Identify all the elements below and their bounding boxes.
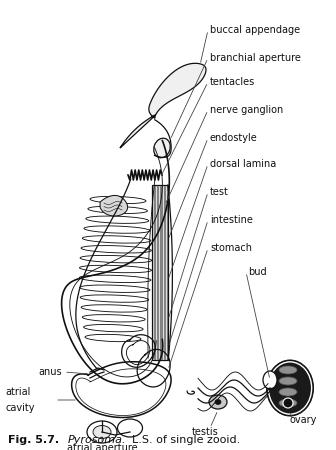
Text: cavity: cavity [5, 403, 35, 413]
Ellipse shape [84, 226, 150, 233]
Ellipse shape [80, 295, 149, 302]
Text: nerve ganglion: nerve ganglion [210, 105, 283, 115]
Polygon shape [120, 63, 206, 148]
Ellipse shape [88, 206, 148, 213]
Text: Fig. 5.7.: Fig. 5.7. [8, 435, 59, 445]
Ellipse shape [283, 398, 293, 408]
Ellipse shape [80, 256, 152, 263]
Ellipse shape [209, 395, 227, 409]
Text: ovary: ovary [290, 415, 318, 425]
Ellipse shape [82, 236, 151, 243]
Ellipse shape [263, 371, 277, 389]
Ellipse shape [87, 421, 117, 443]
Ellipse shape [267, 360, 313, 415]
Text: stomach: stomach [210, 243, 252, 253]
Ellipse shape [81, 305, 147, 312]
Ellipse shape [84, 324, 143, 332]
Text: tentacles: tentacles [210, 77, 255, 87]
Text: atrial: atrial [5, 387, 30, 397]
Polygon shape [100, 195, 128, 216]
Text: dorsal lamina: dorsal lamina [210, 159, 276, 169]
Text: anus: anus [38, 367, 62, 377]
Text: L.S. of single zooid.: L.S. of single zooid. [132, 435, 240, 445]
Ellipse shape [80, 285, 150, 293]
Text: endostyle: endostyle [210, 133, 258, 143]
Ellipse shape [79, 275, 151, 283]
Ellipse shape [90, 196, 146, 204]
Ellipse shape [86, 216, 149, 223]
Text: atrial aperture: atrial aperture [67, 443, 137, 450]
Ellipse shape [215, 400, 221, 405]
Text: branchial aperture: branchial aperture [210, 53, 301, 63]
Text: test: test [210, 187, 229, 197]
Ellipse shape [279, 399, 297, 407]
Text: bud: bud [248, 267, 267, 277]
Ellipse shape [279, 377, 297, 385]
Text: buccal appendage: buccal appendage [210, 25, 300, 35]
Polygon shape [152, 185, 168, 360]
Ellipse shape [85, 334, 141, 342]
Text: Pyrosoma.: Pyrosoma. [68, 435, 126, 445]
Ellipse shape [81, 246, 152, 253]
Ellipse shape [80, 266, 152, 273]
Ellipse shape [279, 366, 297, 374]
Ellipse shape [279, 388, 297, 396]
Ellipse shape [93, 426, 111, 438]
Text: intestine: intestine [210, 215, 253, 225]
Ellipse shape [154, 138, 170, 158]
Ellipse shape [82, 315, 145, 322]
Ellipse shape [118, 419, 142, 437]
Text: testis: testis [192, 427, 218, 437]
